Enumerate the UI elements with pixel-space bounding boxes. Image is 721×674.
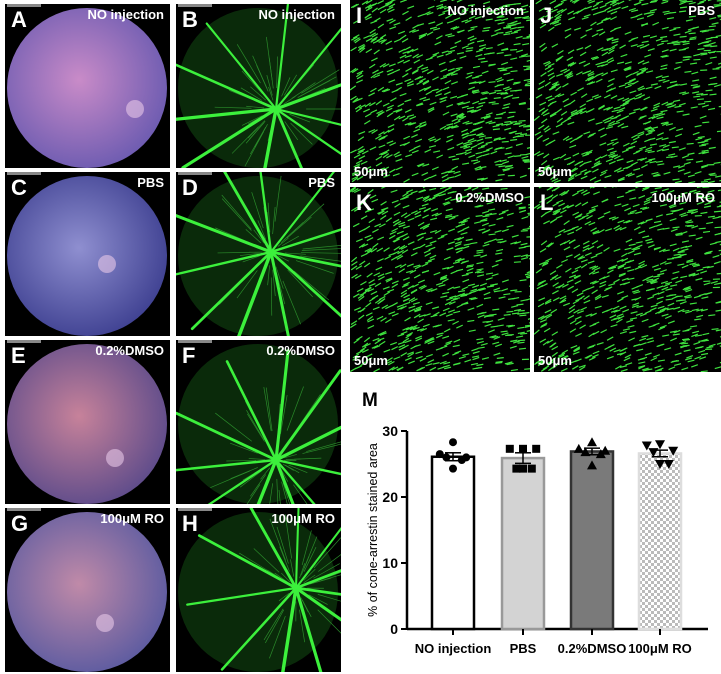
scale-bar-label: 50μm — [538, 164, 572, 179]
x-tick-label: 0.2%DMSO — [558, 641, 627, 656]
image-metadata-text — [178, 172, 212, 175]
bar-1 — [500, 456, 546, 631]
condition-label: NO injection — [447, 3, 524, 18]
condition-label: 100μM RO — [100, 511, 164, 526]
panel-letter: L — [540, 190, 554, 215]
panel-letter: M — [362, 390, 378, 411]
data-point — [449, 438, 457, 447]
data-point — [655, 440, 665, 450]
data-point — [587, 437, 597, 447]
data-point — [435, 450, 444, 459]
data-point — [519, 464, 527, 473]
data-point — [449, 464, 457, 473]
data-point — [641, 441, 652, 451]
condition-label: 100μM RO — [271, 511, 335, 526]
image-metadata-text — [178, 508, 212, 511]
panel-letter: H — [182, 511, 198, 536]
data-point — [519, 444, 527, 453]
panel-letter: C — [11, 175, 27, 200]
angiography-image-B: B NO injection — [176, 4, 341, 168]
data-point — [668, 446, 679, 456]
y-axis-label: % of cone-arrestin stained area — [366, 443, 380, 617]
angiography-image-F: F 0.2%DMSO — [176, 340, 341, 504]
fundus-image-C: C PBS — [5, 172, 170, 336]
condition-label: NO injection — [258, 7, 335, 22]
image-metadata-text — [7, 508, 41, 511]
panel-letter: E — [11, 343, 26, 368]
bar-3 — [637, 452, 683, 631]
panel-letter: D — [182, 175, 198, 200]
panel-letter: F — [182, 343, 196, 368]
image-metadata-text — [178, 4, 212, 7]
panel-letter: I — [356, 3, 363, 28]
data-point — [655, 460, 665, 469]
data-point — [663, 460, 674, 469]
data-point — [527, 464, 536, 473]
condition-label: 0.2%DMSO — [455, 190, 524, 205]
condition-label: 0.2%DMSO — [266, 343, 335, 358]
y-tick-label: 30 — [382, 423, 398, 439]
scale-bar-label: 50μm — [354, 164, 388, 179]
x-tick-label: PBS — [510, 641, 537, 656]
bar-chart-panel-m: M % of cone-arrestin stained area 0 10 20 30 N… — [362, 390, 708, 656]
data-point — [442, 453, 451, 462]
condition-label: 0.2%DMSO — [95, 343, 164, 358]
panel-letter: A — [11, 7, 27, 32]
y-tick-label: 20 — [382, 489, 398, 505]
data-point — [505, 444, 514, 453]
data-point — [573, 443, 584, 453]
scale-bar-label: 50μm — [538, 353, 572, 368]
image-metadata-text — [7, 4, 41, 7]
cone-arrestin-image-K: K 0.2%DMSO 50μm — [350, 187, 530, 372]
condition-label: PBS — [688, 3, 715, 18]
bar-0 — [430, 455, 476, 631]
condition-label: PBS — [308, 175, 335, 190]
data-point — [648, 448, 659, 458]
cone-arrestin-image-I: I NO injection 50μm — [350, 0, 530, 183]
panel-letter: J — [540, 3, 553, 28]
image-metadata-text — [7, 172, 41, 175]
fundus-image-E: E 0.2%DMSO — [5, 340, 170, 504]
condition-label: NO injection — [87, 7, 164, 22]
cone-arrestin-image-J: J PBS 50μm — [534, 0, 721, 183]
condition-label: PBS — [137, 175, 164, 190]
y-tick-label: 0 — [390, 621, 398, 637]
data-point — [595, 449, 606, 459]
image-metadata-text — [178, 340, 212, 343]
angiography-image-H: H 100μM RO — [176, 508, 341, 672]
fundus-image-A: A NO injection — [5, 4, 170, 168]
data-point — [512, 464, 521, 473]
data-point — [587, 460, 597, 470]
panel-letter: G — [11, 511, 29, 536]
data-point — [457, 456, 466, 465]
data-point — [580, 447, 591, 457]
x-tick-label: 100μM RO — [628, 641, 692, 656]
image-metadata-text — [7, 340, 41, 343]
angiography-image-D: D PBS — [176, 172, 341, 336]
fundus-image-G: G 100μM RO — [5, 508, 170, 672]
y-tick-label: 10 — [382, 555, 398, 571]
cone-arrestin-image-L: L 100μM RO 50μm — [534, 187, 721, 372]
condition-label: 100μM RO — [651, 190, 715, 205]
scale-bar-label: 50μm — [354, 353, 388, 368]
data-point — [532, 444, 541, 453]
bar-2 — [569, 450, 615, 631]
panel-letter: K — [356, 190, 372, 215]
panel-letter: B — [182, 7, 198, 32]
x-tick-label: NO injection — [415, 641, 492, 656]
